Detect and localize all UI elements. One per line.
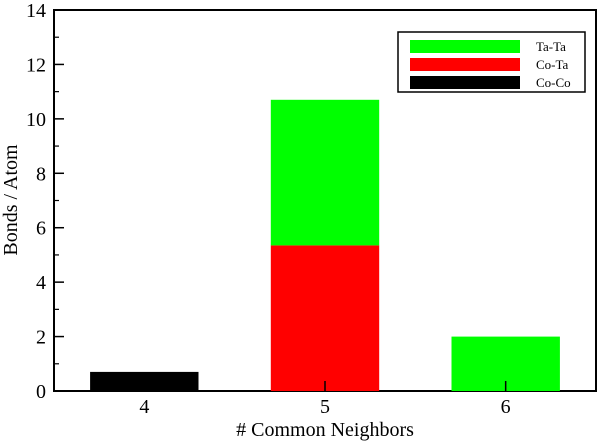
y-tick-label: 0 (36, 381, 46, 403)
legend-label-co-co: Co-Co (536, 75, 571, 90)
x-tick-label: 6 (501, 396, 511, 418)
legend-swatch-ta-ta (410, 40, 520, 53)
y-tick-label: 6 (36, 218, 46, 240)
y-tick-label: 14 (26, 0, 46, 22)
x-axis-ticks: 4 5 6 (139, 381, 511, 418)
y-tick-label: 4 (36, 272, 46, 294)
bars-group (90, 99, 560, 391)
legend-label-ta-ta: Ta-Ta (536, 39, 566, 54)
legend-label-co-ta: Co-Ta (536, 57, 569, 72)
y-tick-label: 12 (26, 54, 46, 76)
bar-ta-ta-5 (270, 99, 380, 246)
x-tick-label: 5 (320, 396, 330, 418)
legend: Ta-Ta Co-Ta Co-Co (397, 31, 586, 93)
bar-co-ta-5 (270, 245, 380, 391)
x-axis-label: # Common Neighbors (236, 419, 414, 441)
y-tick-label: 10 (26, 109, 46, 131)
y-axis-label: Bonds / Atom (0, 144, 22, 256)
legend-swatch-co-ta (410, 58, 520, 71)
y-axis-ticks: 0 2 4 6 8 10 12 14 (26, 0, 64, 403)
y-tick-label: 8 (36, 163, 46, 185)
x-tick-label: 4 (139, 396, 149, 418)
y-tick-label: 2 (36, 327, 46, 349)
legend-swatch-co-co (410, 76, 520, 89)
